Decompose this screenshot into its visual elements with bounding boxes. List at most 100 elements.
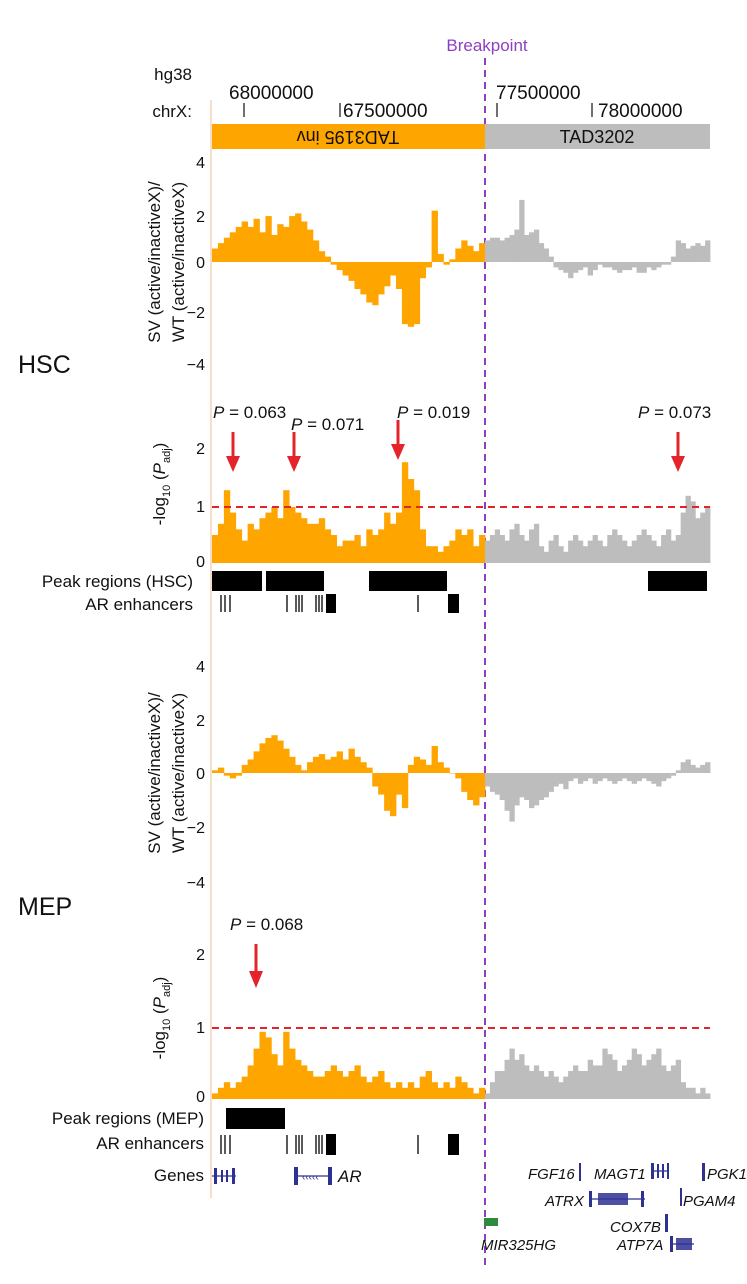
- data-bar: [563, 262, 569, 273]
- data-bar: [283, 490, 290, 563]
- data-bar: [524, 1065, 530, 1099]
- data-bar: [485, 1093, 491, 1099]
- data-bar: [641, 773, 647, 779]
- data-bar: [558, 262, 564, 271]
- data-bar: [519, 1054, 525, 1099]
- data-bar: [533, 229, 540, 262]
- data-bar: [330, 262, 338, 265]
- gene-model-icon: [702, 1163, 705, 1181]
- data-bar: [348, 748, 355, 773]
- data-bar: [301, 1065, 308, 1099]
- data-bar: [705, 762, 711, 773]
- data-bar: [419, 759, 427, 773]
- data-bar: [685, 248, 691, 262]
- data-bar: [407, 1082, 415, 1099]
- data-bar: [553, 262, 559, 268]
- data-bar: [602, 1048, 608, 1099]
- data-bar: [573, 535, 579, 563]
- data-bar: [597, 773, 603, 782]
- peak-region: [212, 571, 262, 591]
- data-bar: [473, 773, 480, 806]
- data-bar: [504, 773, 510, 811]
- data-bar: [553, 535, 559, 563]
- data-bar: [485, 540, 491, 563]
- data-bar: [312, 240, 320, 262]
- gene-model-icon: [579, 1163, 581, 1181]
- data-bar: [330, 535, 338, 563]
- data-bar: [665, 1071, 672, 1099]
- data-bar: [455, 1076, 462, 1099]
- red-arrow-icon: [249, 944, 263, 988]
- data-bar: [271, 235, 278, 262]
- data-bar: [499, 240, 505, 262]
- data-bar: [324, 256, 332, 262]
- data-bar: [407, 262, 415, 327]
- data-bar: [485, 773, 491, 787]
- data-bar: [479, 243, 486, 262]
- data-bar: [533, 523, 540, 563]
- data-bar: [514, 1059, 520, 1099]
- data-bar: [253, 1048, 260, 1099]
- data-bar: [217, 767, 225, 773]
- data-bar: [705, 1093, 711, 1099]
- data-bar: [413, 262, 421, 325]
- data-bar: [324, 1071, 332, 1099]
- pval-tick-label: 2: [196, 441, 205, 458]
- pval-ylabel-mep: -log10 (Padj): [150, 977, 173, 1060]
- data-bar: [651, 262, 657, 271]
- data-bar: [529, 1071, 535, 1099]
- data-bar: [479, 535, 486, 563]
- data-bar: [235, 226, 243, 262]
- ratio-tick-label: −2: [187, 305, 205, 322]
- data-bar: [514, 229, 520, 262]
- data-bar: [283, 748, 290, 773]
- assembly-label: hg38: [154, 65, 192, 84]
- data-bar: [631, 773, 638, 784]
- data-bar: [538, 773, 545, 800]
- tad-right-bar: [485, 124, 710, 149]
- data-bar: [354, 262, 361, 289]
- data-bar: [277, 1065, 284, 1099]
- data-bar: [336, 546, 343, 563]
- data-bar: [621, 540, 628, 563]
- data-bar: [271, 507, 278, 563]
- data-bar: [705, 240, 711, 262]
- data-bar: [401, 1087, 409, 1099]
- data-bar: [690, 764, 696, 773]
- data-bar: [705, 507, 711, 563]
- data-bar: [621, 262, 628, 271]
- data-bar: [489, 1082, 496, 1099]
- pval-ylabel-hsc: -log10 (Padj): [150, 443, 173, 526]
- pval-tick-label: 2: [196, 947, 205, 964]
- gene-label: AR: [337, 1167, 362, 1186]
- data-bar: [514, 773, 520, 806]
- data-bar: [431, 546, 438, 563]
- pvalue-annotation: P = 0.019: [397, 403, 470, 422]
- ratio-ylabel-line2: WT (active/inactiveX): [169, 182, 188, 342]
- coord-tick-label: 67500000: [343, 101, 428, 122]
- data-bar: [509, 529, 515, 563]
- data-bar: [318, 1076, 326, 1099]
- data-bar: [485, 240, 491, 262]
- data-bar: [295, 764, 302, 773]
- data-bar: [259, 1031, 266, 1099]
- data-bar: [577, 540, 584, 563]
- data-bar: [378, 1071, 385, 1099]
- data-bar: [318, 518, 326, 563]
- ratio-tick-label: 4: [196, 659, 205, 676]
- data-bar: [461, 240, 468, 262]
- data-bar: [312, 523, 320, 563]
- data-bar: [473, 546, 480, 563]
- data-bar: [568, 773, 574, 782]
- data-bar: [461, 1082, 468, 1099]
- data-bar: [499, 535, 505, 563]
- data-bar: [401, 773, 409, 809]
- data-bar: [467, 773, 474, 800]
- data-bar: [543, 1076, 549, 1099]
- data-bar: [390, 523, 397, 563]
- data-bar: [538, 243, 545, 262]
- data-bar: [568, 540, 574, 563]
- gene-label: ATP7A: [616, 1237, 663, 1254]
- pval-tick-label: 0: [196, 554, 205, 571]
- data-bar: [587, 1059, 594, 1099]
